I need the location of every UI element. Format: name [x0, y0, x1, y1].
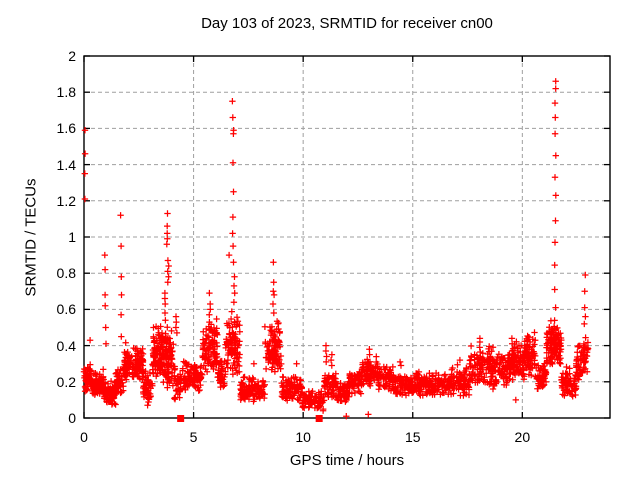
- x-tick-label: 5: [189, 429, 198, 445]
- x-axis-label: GPS time / hours: [289, 452, 405, 469]
- zero-value-marker: [315, 415, 323, 422]
- y-tick-label: 0.4: [56, 337, 76, 354]
- zero-value-marker: [177, 415, 185, 422]
- y-tick-label: 0.6: [56, 301, 76, 318]
- y-tick-label: 1.8: [56, 84, 76, 101]
- y-tick-label: 1.2: [56, 192, 76, 209]
- chart-title: Day 103 of 2023, SRMTID for receiver cn0…: [201, 15, 493, 32]
- y-tick-label: 2: [68, 48, 76, 64]
- y-tick-label: 0: [68, 410, 76, 426]
- y-tick-label: 1.6: [56, 120, 76, 137]
- plot-border: [83, 55, 611, 419]
- x-tick-label: 10: [295, 429, 311, 445]
- y-tick-label: 1.4: [56, 156, 76, 173]
- x-tick-label: 15: [404, 429, 421, 445]
- y-tick-label: 0.8: [56, 265, 76, 282]
- data-points: [80, 78, 592, 420]
- y-tick-label: 1: [68, 229, 76, 245]
- x-tick-label: 0: [80, 429, 88, 445]
- y-tick-label: 0.2: [56, 373, 76, 390]
- x-tick-label: 20: [514, 429, 531, 445]
